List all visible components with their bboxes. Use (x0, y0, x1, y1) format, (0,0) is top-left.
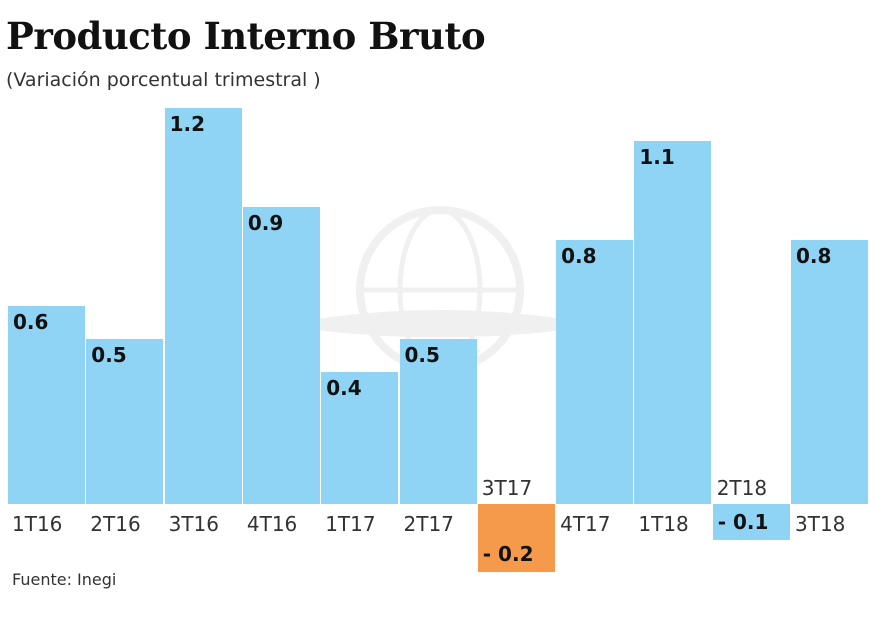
category-label: 4T17 (560, 512, 611, 536)
chart-title: Producto Interno Bruto (6, 14, 486, 58)
value-label: 1.2 (169, 112, 206, 136)
bar-2T16 (86, 339, 164, 504)
value-label: 0.4 (326, 376, 362, 400)
value-label: - 0.1 (717, 510, 769, 534)
bar-2T17 (399, 339, 477, 504)
category-label: 2T16 (90, 512, 141, 536)
value-label: 0.8 (561, 244, 597, 268)
bar-1T18 (634, 141, 712, 504)
bar-1T16 (8, 306, 85, 504)
category-label: 1T18 (638, 512, 689, 536)
category-label: 3T16 (168, 512, 219, 536)
bar-4T16 (242, 207, 320, 504)
bar-3T17 (477, 504, 555, 572)
source-note: Fuente: Inegi (12, 570, 117, 589)
value-label: 0.8 (796, 244, 832, 268)
category-label: 2T17 (403, 512, 454, 536)
bar-3T16 (164, 108, 242, 504)
category-label: 3T18 (795, 512, 846, 536)
category-label: 1T16 (12, 512, 63, 536)
category-label: 4T16 (246, 512, 298, 536)
category-label: 3T17 (481, 476, 533, 500)
bar-1T17 (321, 372, 399, 504)
value-label: 0.5 (91, 343, 127, 367)
bar-3T18 (791, 240, 868, 504)
value-label: 1.1 (639, 145, 675, 169)
bar-2T18 (712, 504, 790, 540)
category-label: 2T18 (716, 476, 768, 500)
chart-subtitle: (Variación porcentual trimestral ) (6, 69, 321, 91)
bar-4T17 (556, 240, 634, 504)
value-label: 0.5 (404, 343, 440, 367)
category-label: 1T17 (325, 512, 376, 536)
value-label: 0.9 (247, 211, 284, 235)
value-label: - 0.2 (482, 542, 534, 566)
value-label: 0.6 (13, 310, 49, 334)
